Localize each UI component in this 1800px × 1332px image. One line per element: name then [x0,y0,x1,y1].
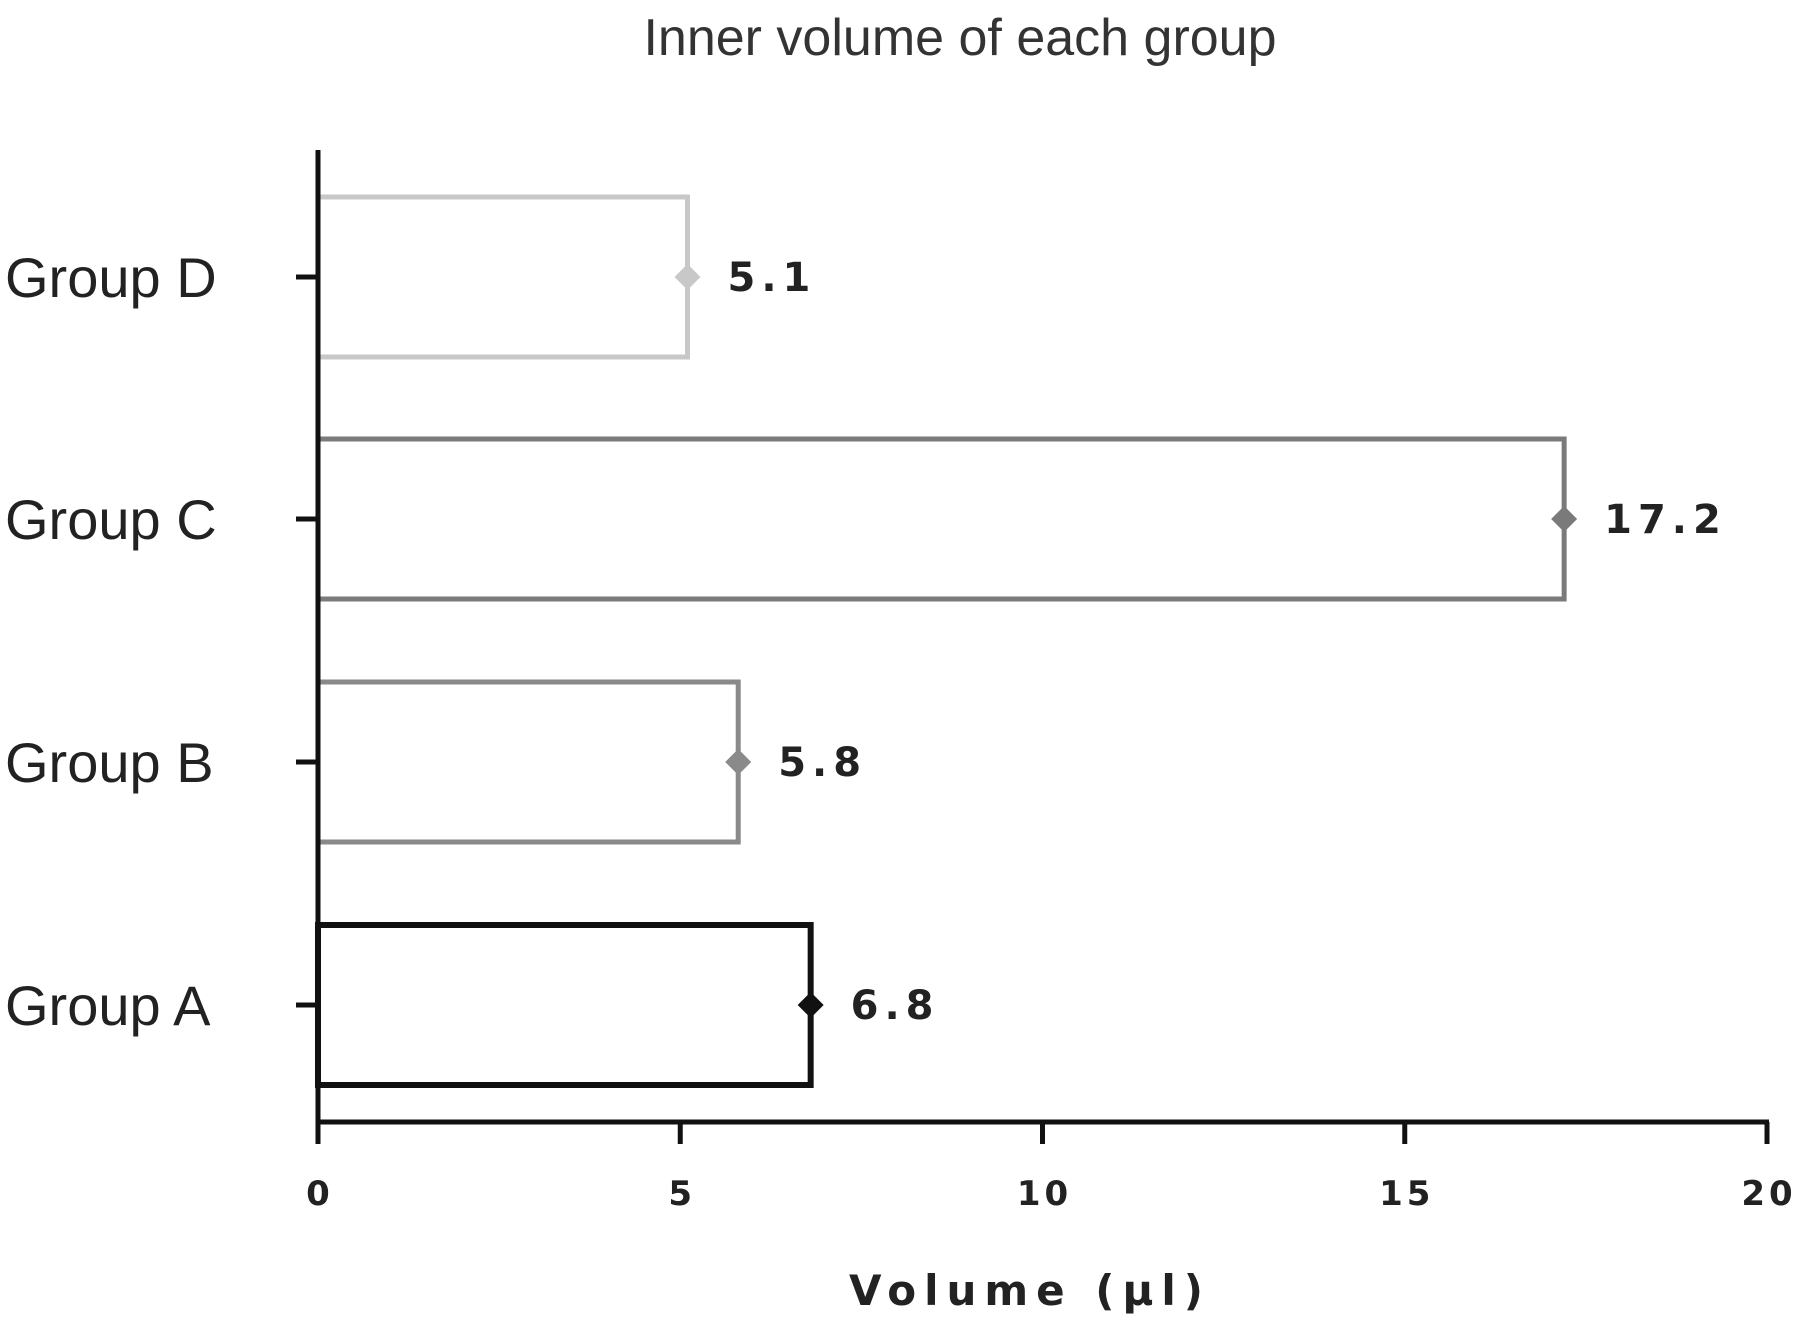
marker-group-c [1551,506,1578,532]
bar-group-a [315,922,814,1088]
value-label: 6.8 [851,983,940,1029]
x-tick-label: 0 [306,1174,334,1214]
marker-group-d [674,264,701,290]
bar-group-c [315,436,1567,602]
bar-group-b [315,679,741,845]
y-tick-label: Group D [5,246,217,309]
x-ticks: 0 5 10 15 20 [306,1122,1796,1214]
bar-group-d [315,194,690,360]
value-label: 17.2 [1604,497,1727,543]
chart-title: Inner volume of each group [643,9,1276,67]
x-axis-title: Volume (µl) [849,1266,1211,1315]
y-tick-label: Group B [5,731,214,794]
value-label: 5.8 [778,740,867,786]
y-ticks: Group A Group B Group C Group D [5,246,318,1037]
bars-layer: 6.8 5.8 17.2 5.1 [315,194,1727,1088]
x-tick-label: 15 [1379,1174,1434,1214]
x-tick-label: 5 [668,1174,696,1214]
marker-group-b [725,749,752,775]
y-tick-label: Group A [5,974,211,1037]
x-tick-label: 10 [1017,1174,1072,1214]
y-tick-label: Group C [5,488,217,551]
value-label: 5.1 [727,255,816,301]
x-tick-label: 20 [1741,1174,1796,1214]
marker-group-a [797,992,824,1018]
